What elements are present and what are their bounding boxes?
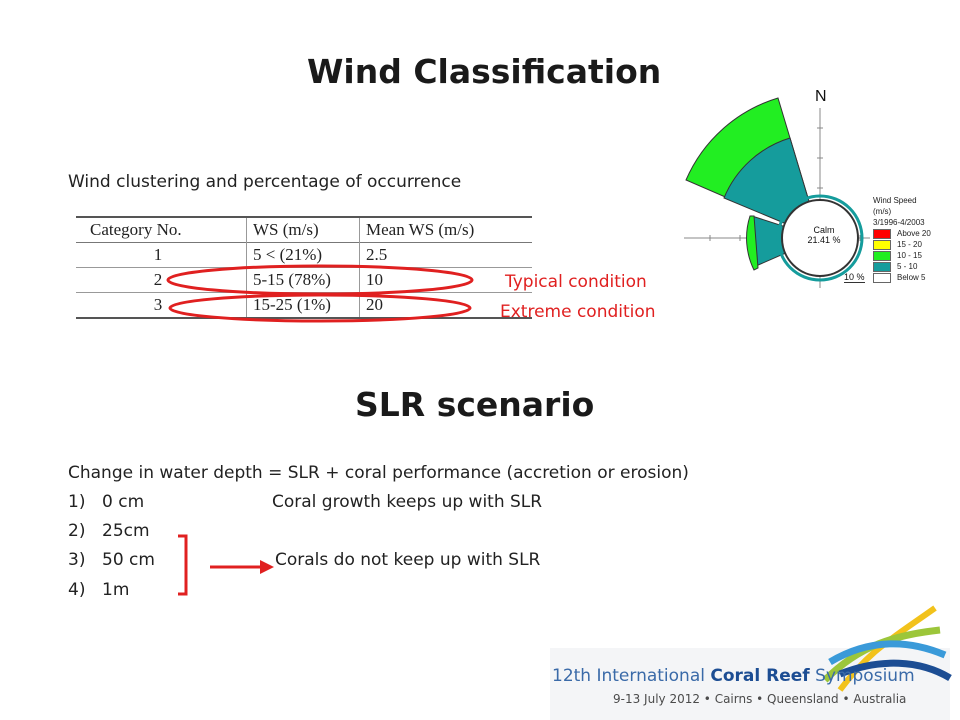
wave-logo-icon (550, 605, 952, 720)
slide-title: Wind Classification (307, 52, 662, 91)
symposium-highlight: Coral Reef (710, 666, 810, 686)
slr-title: SLR scenario (355, 385, 595, 424)
wave-light-blue (828, 640, 947, 666)
legend-swatch (873, 262, 891, 272)
legend-period: 3/1996-4/2003 (873, 218, 925, 227)
typical-row-ellipse (166, 264, 474, 296)
list-item: 4) 1m (68, 580, 129, 600)
legend-label: Below 5 (897, 273, 926, 283)
list-value: 0 cm (102, 492, 145, 512)
legend-label: 15 - 20 (897, 240, 922, 250)
wave-dark-blue (838, 659, 952, 682)
legend-item: Above 20 (873, 229, 931, 240)
cell-category: 1 (153, 245, 163, 264)
header-mean-ws: Mean WS (m/s) (359, 217, 532, 243)
extreme-row-ellipse (168, 293, 472, 323)
legend-label: 10 - 15 (897, 251, 922, 261)
note-not-keep-up: Corals do not keep up with SLR (275, 550, 541, 570)
bracket-arrow (178, 534, 274, 596)
cell-category: 2 (153, 270, 163, 289)
list-value: 1m (102, 580, 130, 600)
legend-swatch (873, 273, 891, 283)
wind-rose-graphic (684, 97, 870, 288)
table-header-row: Category No. WS (m/s) Mean WS (m/s) (76, 217, 532, 243)
extreme-condition-label: Extreme condition (500, 302, 656, 322)
list-item: 3) 50 cm (68, 550, 155, 570)
list-item: 2) 25cm (68, 521, 150, 541)
list-number: 4) (68, 580, 86, 600)
list-number: 2) (68, 521, 86, 541)
list-number: 1) (68, 492, 86, 512)
legend-item: Below 5 (873, 273, 931, 284)
legend-item: 10 - 15 (873, 251, 931, 262)
symposium-name: 12th International Coral Reef Symposium (552, 666, 915, 686)
symposium-prefix: 12th International (552, 666, 711, 686)
legend-label: 5 - 10 (897, 262, 918, 272)
cell-ws: 5 < (21%) (246, 242, 360, 268)
legend-unit: (m/s) (873, 207, 892, 216)
legend-item: 5 - 10 (873, 262, 931, 273)
banner-background (550, 648, 950, 720)
list-item: 1) 0 cm (68, 492, 144, 512)
header-ws: WS (m/s) (246, 217, 360, 243)
symposium-details: 9-13 July 2012 • Cairns • Queensland • A… (613, 692, 907, 706)
note-keeps-up: Coral growth keeps up with SLR (272, 492, 543, 512)
calm-ring (776, 194, 864, 282)
symposium-banner: 12th International Coral Reef Symposium … (540, 600, 960, 720)
symposium-suffix: Symposium (809, 666, 915, 686)
typical-condition-label: Typical condition (505, 272, 647, 292)
sector-w-10-15 (746, 215, 759, 271)
list-value: 25cm (102, 521, 150, 541)
table-caption: Wind clustering and percentage of occurr… (68, 172, 462, 192)
ring-scale-label: 10 % (844, 272, 865, 283)
legend-swatch (873, 251, 891, 261)
cell-category: 3 (153, 295, 163, 314)
red-arrow-head (260, 560, 274, 574)
calm-circle (781, 199, 859, 277)
list-value: 50 cm (102, 550, 155, 570)
wind-rose: N Calm 21.41 % 10 % (680, 88, 900, 328)
list-number: 3) (68, 550, 86, 570)
calm-value: 21.41 % (807, 235, 841, 245)
north-label: N (815, 88, 827, 105)
legend-title: Wind Speed (873, 196, 917, 205)
legend-label: Above 20 (897, 229, 931, 239)
calm-text: Calm 21.41 % (807, 225, 841, 245)
slr-equation: Change in water depth = SLR + coral perf… (68, 463, 689, 483)
wind-speed-legend: Wind Speed (m/s) 3/1996-4/2003 Above 20 … (873, 196, 931, 284)
header-category: Category No. (90, 220, 182, 239)
red-bracket (178, 534, 188, 596)
legend-item: 15 - 20 (873, 240, 931, 251)
row-highlight-ellipses (166, 264, 474, 323)
cell-ws: 5-15 (78%) (246, 267, 360, 293)
legend-swatch (873, 240, 891, 250)
calm-label: Calm (813, 225, 835, 235)
cell-mean-ws: 2.5 (359, 242, 532, 268)
legend-swatch (873, 229, 891, 239)
